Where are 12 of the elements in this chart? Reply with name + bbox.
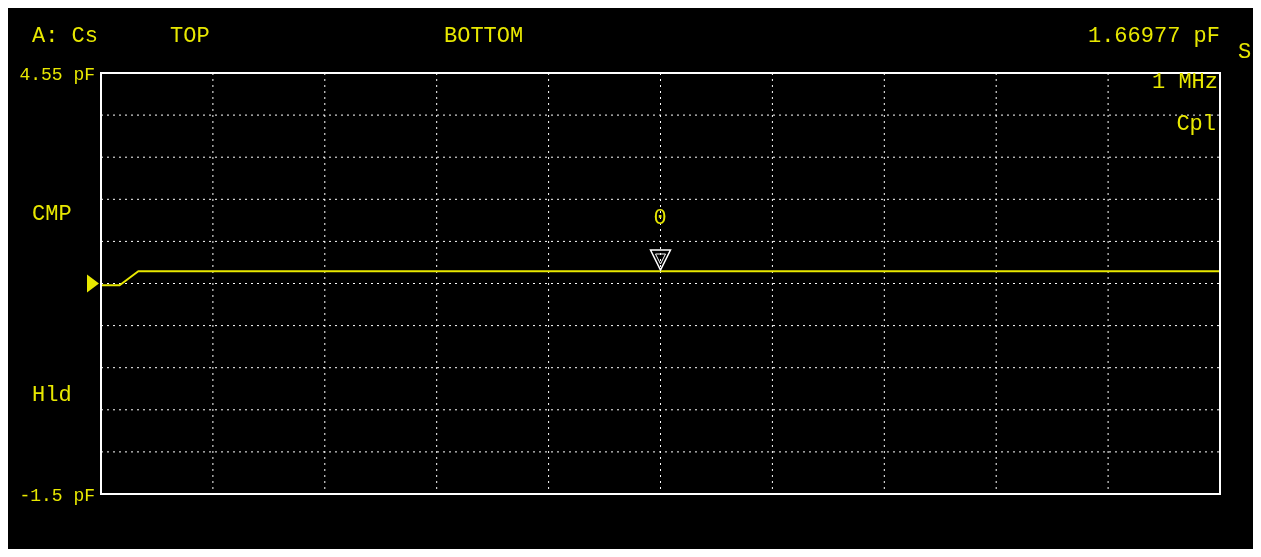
- text: Hld: [32, 383, 72, 408]
- y-tick-label: 4.55 pF: [19, 65, 95, 85]
- chart-title: A: Cs: [32, 24, 99, 49]
- text: CMP: [32, 202, 72, 227]
- text: S: [1238, 40, 1252, 65]
- text: TOP: [170, 24, 210, 49]
- text: BOTTOM: [444, 24, 524, 49]
- annotation: Cpl: [1176, 112, 1216, 137]
- annotation: 0: [653, 206, 667, 231]
- y-tick-label: -1.5 pF: [19, 486, 95, 506]
- text: 1.66977 pF: [1087, 24, 1220, 49]
- annotation: 1 MHz: [1151, 70, 1218, 95]
